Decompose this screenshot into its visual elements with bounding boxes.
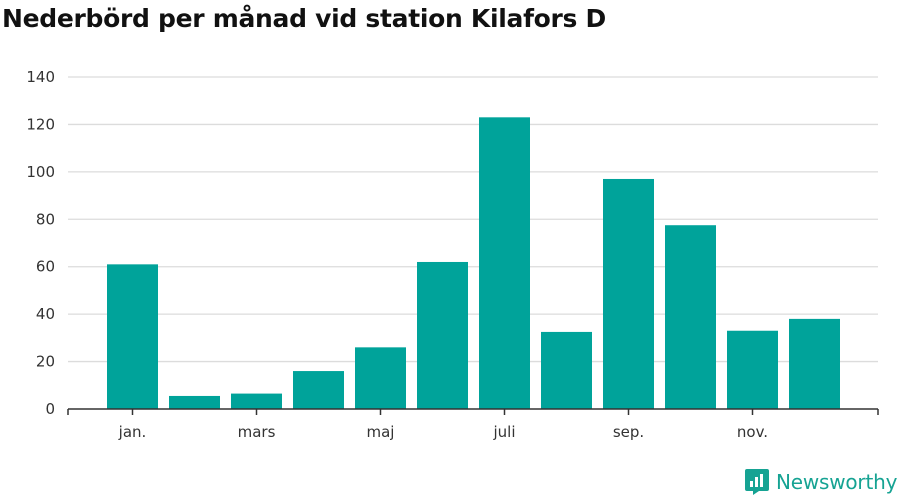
y-tick-label: 40 [36, 305, 55, 323]
y-tick-label: 120 [26, 115, 55, 133]
bar-feb[interactable] [169, 395, 220, 409]
y-axis-tick-labels: 0 20 40 60 80 100 120 140 [26, 68, 55, 418]
grid-lines [68, 76, 878, 363]
bar-maj[interactable] [355, 347, 406, 409]
bar-aug[interactable] [541, 331, 592, 409]
bar-juli[interactable] [479, 117, 530, 410]
bar-okt[interactable] [665, 225, 716, 409]
x-tick-label: nov. [737, 423, 768, 441]
y-tick-label: 80 [36, 210, 55, 228]
y-tick-label: 140 [26, 68, 55, 86]
bar-sep[interactable] [603, 178, 654, 409]
bar-jan[interactable] [107, 264, 158, 409]
y-tick-label: 60 [36, 258, 55, 276]
x-tick-label: sep. [613, 423, 644, 441]
y-tick-label: 100 [26, 163, 55, 181]
newsworthy-logo[interactable]: Newsworthy [744, 468, 897, 496]
x-axis [67, 408, 879, 415]
newsworthy-logo-icon [745, 469, 769, 495]
y-tick-label: 20 [36, 353, 55, 371]
x-tick-label: juli [492, 423, 515, 441]
y-tick-label: 0 [45, 400, 55, 418]
bar-nov[interactable] [727, 330, 778, 409]
bar-mars[interactable] [231, 393, 282, 409]
bar-juni[interactable] [417, 261, 468, 409]
x-tick-label: jan. [118, 423, 147, 441]
bar-apr[interactable] [293, 371, 344, 409]
x-tick-label: mars [238, 423, 276, 441]
x-axis-tick-labels: jan. mars maj juli sep. nov. [118, 423, 768, 441]
newsworthy-logo-text: Newsworthy [776, 470, 898, 494]
bar-dec[interactable] [789, 318, 840, 409]
chart-title: Nederbörd per månad vid station Kilafors… [2, 4, 606, 33]
bars [107, 117, 840, 410]
x-tick-label: maj [367, 423, 395, 441]
